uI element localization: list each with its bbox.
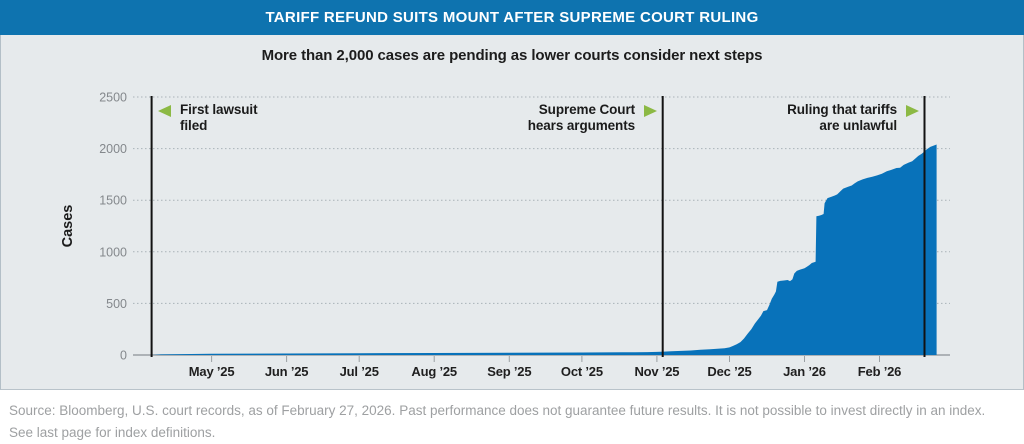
svg-text:1500: 1500 xyxy=(99,194,127,208)
page-title: TARIFF REFUND SUITS MOUNT AFTER SUPREME … xyxy=(265,9,759,26)
svg-text:Sep ’25: Sep ’25 xyxy=(487,364,531,379)
svg-text:Feb ’26: Feb ’26 xyxy=(858,364,901,379)
svg-text:Cases: Cases xyxy=(60,205,76,248)
annotation-ruling-unlawful: Ruling that tariffs are unlawful xyxy=(787,102,919,133)
annotation-first-lawsuit-label: First lawsuit filed xyxy=(180,102,258,133)
chart-subtitle: More than 2,000 cases are pending as low… xyxy=(261,47,763,64)
svg-text:Aug ’25: Aug ’25 xyxy=(411,364,457,379)
header-bar: TARIFF REFUND SUITS MOUNT AFTER SUPREME … xyxy=(0,0,1024,35)
svg-text:Jan ’26: Jan ’26 xyxy=(783,364,826,379)
svg-text:Oct ’25: Oct ’25 xyxy=(561,364,603,379)
left-arrow-icon xyxy=(158,105,171,117)
svg-text:Nov ’25: Nov ’25 xyxy=(634,364,679,379)
right-arrow-icon xyxy=(906,105,919,117)
annotation-scotus-arguments-label: Supreme Court hears arguments xyxy=(527,102,635,133)
source-note: Source: Bloomberg, U.S. court records, a… xyxy=(9,403,986,440)
svg-text:Jul ’25: Jul ’25 xyxy=(340,364,379,379)
svg-text:Jun ’25: Jun ’25 xyxy=(265,364,308,379)
annotation-ruling-unlawful-label: Ruling that tariffs are unlawful xyxy=(787,102,897,133)
svg-text:Dec ’25: Dec ’25 xyxy=(707,364,751,379)
svg-text:500: 500 xyxy=(106,297,127,311)
annotation-first-lawsuit: First lawsuit filed xyxy=(158,102,258,133)
annotation-scotus-arguments: Supreme Court hears arguments xyxy=(528,102,657,133)
svg-text:2500: 2500 xyxy=(99,91,127,105)
svg-text:1000: 1000 xyxy=(99,245,127,259)
svg-text:2000: 2000 xyxy=(99,142,127,156)
svg-text:0: 0 xyxy=(120,349,127,363)
right-arrow-icon xyxy=(644,105,657,117)
svg-text:May ’25: May ’25 xyxy=(189,364,235,379)
